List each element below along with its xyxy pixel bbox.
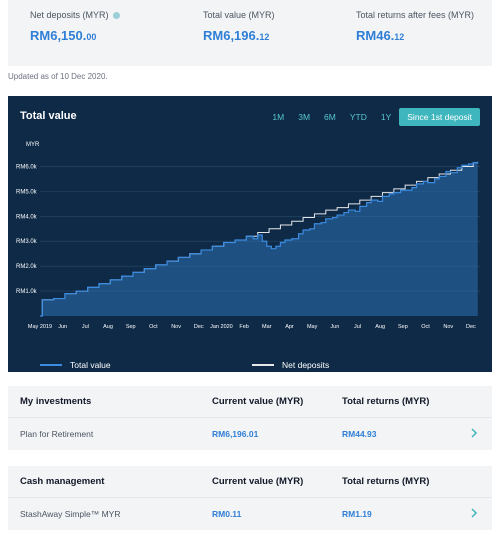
total-returns-label: Total returns after fees (MYR) (356, 10, 475, 20)
net-deposits-label: Net deposits (MYR) (30, 10, 109, 20)
cash-title: Cash management (20, 476, 105, 487)
chevron-right-icon[interactable] (468, 427, 480, 439)
total-value-value: RM6,196.12 (203, 28, 270, 43)
net-deposits-value: RM6,150.00 (30, 28, 97, 43)
net-deposits-block: Net deposits (MYR) RM6,150.00 (30, 10, 120, 43)
x-tick-label: Nov (171, 324, 181, 330)
x-tick-label: Jan 2020 (210, 324, 233, 330)
legend-total-value-swatch (40, 364, 62, 366)
y-tick-label: RM5.0k (16, 189, 38, 195)
x-tick-label: Jul (82, 324, 89, 330)
x-tick-label: Sep (398, 324, 408, 330)
row-name: StashAway Simple™ MYR (20, 509, 121, 519)
x-tick-label: Nov (443, 324, 453, 330)
total-value-block: Total value (MYR) RM6,196.12 (203, 10, 275, 43)
x-tick-label: Jun (58, 324, 67, 330)
x-tick-label: Sep (126, 324, 136, 330)
total-returns-value: RM46.12 (356, 28, 405, 43)
range-tab-6m[interactable]: 6M (324, 112, 336, 122)
x-tick-label: Oct (421, 324, 430, 330)
x-tick-label: Aug (103, 324, 113, 330)
cash-header: Cash management Current value (MYR) Tota… (8, 466, 492, 498)
range-tab-1m[interactable]: 1M (272, 112, 285, 122)
updated-note: Updated as of 10 Dec 2020. (8, 72, 108, 81)
cash-current-header: Current value (MYR) (212, 476, 304, 487)
summary-card: Net deposits (MYR) RM6,150.00 Total valu… (8, 0, 492, 66)
investments-current-header: Current value (MYR) (212, 396, 304, 407)
x-tick-label: Jul (354, 324, 361, 330)
x-tick-label: Oct (149, 324, 158, 330)
row-total-returns: RM1.19 (342, 509, 372, 519)
x-tick-label: Dec (466, 324, 476, 330)
cash-returns-header: Total returns (MYR) (342, 476, 430, 487)
y-tick-label: RM3.0k (16, 239, 38, 245)
y-tick-label: RM2.0k (16, 264, 38, 270)
cash-management-card: Cash management Current value (MYR) Tota… (8, 466, 492, 530)
investments-title: My investments (20, 396, 92, 407)
y-tick-label: RM4.0k (16, 214, 38, 220)
y-tick-label: RM1.0k (16, 289, 38, 295)
x-tick-label: May 2019 (28, 324, 52, 330)
x-tick-label: Dec (194, 324, 204, 330)
y-axis-label: MYR (26, 142, 40, 148)
investments-header: My investments Current value (MYR) Total… (8, 386, 492, 418)
investments-card: My investments Current value (MYR) Total… (8, 386, 492, 450)
row-total-returns: RM44.93 (342, 429, 377, 439)
range-tab-3m[interactable]: 3M (298, 112, 311, 122)
range-tab-ytd[interactable]: YTD (349, 112, 367, 122)
range-tabs: 1M 3M 6M YTD 1Y Since 1st deposit (266, 108, 480, 126)
help-icon[interactable] (112, 11, 120, 19)
x-tick-label: May (307, 324, 318, 330)
investment-row-plan[interactable]: Plan for Retirement RM6,196.01 RM44.93 (8, 418, 492, 450)
x-tick-label: Jun (330, 324, 339, 330)
chart-title: Total value (20, 110, 77, 122)
row-name: Plan for Retirement (20, 429, 94, 439)
x-tick-label: Aug (375, 324, 385, 330)
total-returns-block: Total returns after fees (MYR) RM46.12 (356, 10, 474, 43)
total-value-chart: MYR RM1.0k RM2.0k RM3.0k RM4.0k RM5.0k RM6.0k M… (16, 142, 480, 330)
x-tick-label: Feb (239, 324, 248, 330)
x-tick-label: Apr (285, 324, 294, 330)
legend-net-deposits-swatch (252, 364, 274, 366)
legend-total-value: Total value (40, 360, 111, 370)
investments-returns-header: Total returns (MYR) (342, 396, 430, 407)
row-current-value: RM6,196.01 (212, 429, 259, 439)
total-value-line (40, 161, 479, 317)
range-tab-since-1st-deposit[interactable]: Since 1st deposit (399, 108, 480, 126)
cash-row-simple[interactable]: StashAway Simple™ MYR RM0.11 RM1.19 (8, 498, 492, 530)
total-value-area (40, 161, 478, 316)
total-value-label: Total value (MYR) (203, 10, 275, 20)
y-tick-label: RM6.0k (16, 164, 38, 170)
range-tab-1y[interactable]: 1Y (380, 112, 392, 122)
row-current-value: RM0.11 (212, 509, 242, 519)
chevron-right-icon[interactable] (468, 507, 480, 519)
x-tick-label: Mar (262, 324, 272, 330)
legend-net-deposits: Net deposits (252, 360, 329, 370)
total-value-chart-card: Total value 1M 3M 6M YTD 1Y Since 1st deposit… (8, 96, 492, 372)
